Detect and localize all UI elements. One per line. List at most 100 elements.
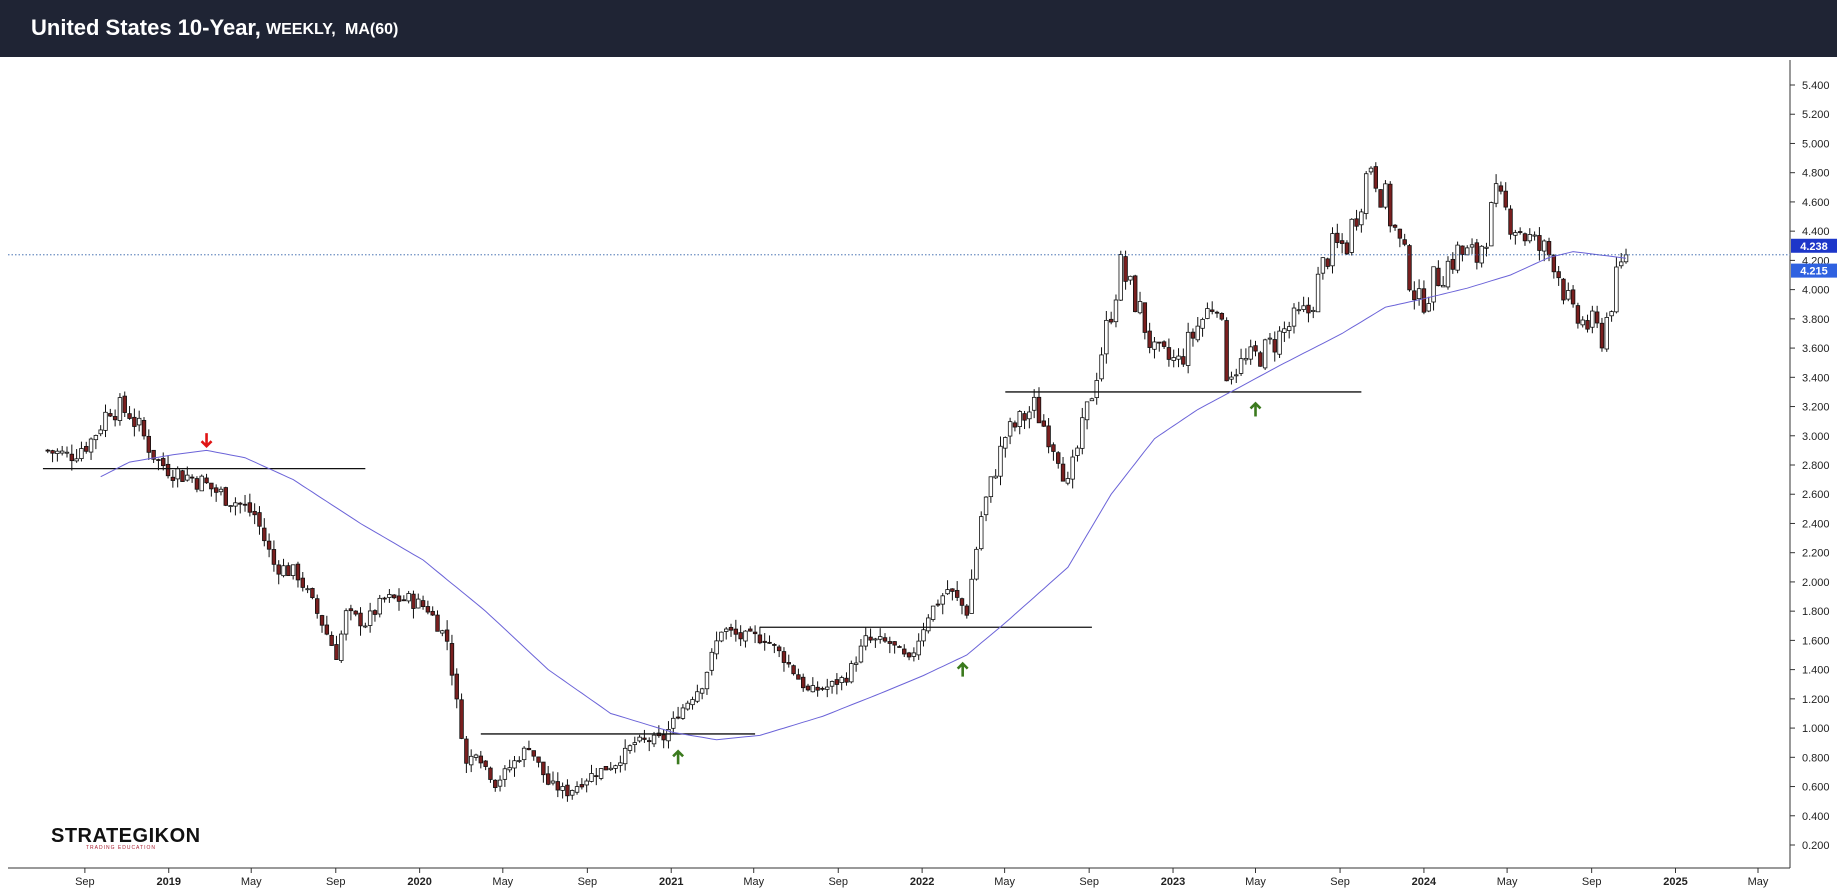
candle-body: [632, 742, 637, 745]
candle-body: [1436, 267, 1441, 287]
candle-body: [1070, 456, 1075, 480]
candle-body: [295, 563, 301, 581]
candle-body: [695, 691, 700, 702]
candle-body: [954, 590, 960, 598]
candle-body: [228, 505, 233, 507]
candle-body: [521, 747, 527, 761]
candle-body: [1094, 380, 1099, 398]
candle-body: [1258, 352, 1263, 367]
y-tick-label: 4.800: [1802, 168, 1830, 180]
candle-body: [1614, 266, 1619, 313]
candle-body: [560, 786, 565, 791]
candle-body: [1325, 258, 1330, 267]
candle-body: [902, 648, 907, 655]
candle-body: [1474, 242, 1480, 263]
candle-body: [603, 766, 609, 771]
candle-body: [50, 450, 55, 454]
price-chart[interactable]: 0.200 0.400 0.600 0.800 1.000 1.200 1.400 1.600…: [0, 57, 1837, 892]
candle-body: [1171, 357, 1176, 361]
candle-body: [815, 686, 820, 691]
candle-body: [454, 673, 459, 700]
candle-body: [988, 476, 994, 498]
candle-body: [93, 435, 99, 441]
candle-body: [618, 762, 623, 766]
candle-body: [199, 475, 204, 492]
x-tick-label: 2021: [659, 876, 683, 888]
candle-body: [1007, 421, 1013, 437]
candle-body: [1522, 233, 1528, 242]
candle-body: [497, 779, 503, 787]
candle-body: [1205, 308, 1210, 319]
candle-body: [1118, 254, 1123, 301]
candle-body: [1344, 242, 1350, 255]
candle-body: [550, 780, 556, 784]
candle-body: [310, 588, 315, 598]
candle-body: [449, 643, 455, 676]
candle-body: [786, 662, 791, 665]
candle-body: [1277, 330, 1282, 355]
candle-body: [493, 779, 498, 788]
candle-body: [517, 760, 522, 762]
candle-body: [324, 624, 330, 635]
candle-body: [1407, 245, 1412, 291]
candle-body: [584, 780, 589, 786]
candle-body: [704, 671, 710, 690]
candle-body: [993, 475, 998, 479]
candle-body: [425, 606, 431, 613]
candle-body: [209, 482, 214, 490]
candle-body: [218, 488, 224, 493]
candle-body: [69, 453, 75, 462]
candle-body: [194, 478, 200, 490]
candle-body: [1104, 319, 1109, 355]
candle-body: [565, 784, 570, 797]
candle-body: [911, 652, 917, 657]
candle-body: [55, 450, 60, 454]
candle-body: [1099, 354, 1104, 380]
candle-body: [1176, 355, 1181, 360]
y-tick-label: 4.400: [1802, 226, 1830, 238]
candle-body: [834, 679, 840, 685]
candle-body: [801, 676, 806, 689]
candle-body: [719, 631, 724, 642]
candle-body: [247, 502, 253, 513]
candle-body: [748, 628, 753, 632]
x-tick-label: May: [1497, 876, 1518, 888]
candle-body: [136, 417, 142, 426]
candle-body: [1402, 239, 1407, 245]
indicator-label: MA(60): [345, 21, 399, 38]
candle-body: [1330, 233, 1335, 267]
candle-body: [185, 474, 190, 481]
candle-body: [98, 429, 103, 435]
candle-body: [979, 516, 984, 550]
candle-body: [1253, 345, 1258, 352]
candle-body: [849, 663, 854, 683]
candle-body: [406, 593, 411, 602]
candle-body: [1542, 240, 1547, 252]
candle-body: [671, 717, 676, 729]
candle-body: [1296, 309, 1302, 312]
chart-header: United States 10-Year, WEEKLY, MA(60): [0, 0, 1837, 57]
candle-body: [1137, 301, 1143, 314]
candle-body: [1195, 325, 1200, 341]
candle-body: [709, 651, 714, 671]
candle-body: [117, 397, 123, 421]
candle-body: [1426, 303, 1431, 312]
x-tick-label: May: [241, 876, 262, 888]
candle-body: [473, 754, 479, 758]
interval-label: WEEKLY,: [266, 21, 336, 38]
candle-body: [1152, 341, 1157, 350]
candle-body: [627, 745, 633, 751]
candle-body: [252, 510, 257, 516]
candle-body: [1190, 331, 1196, 339]
candle-body: [930, 605, 936, 620]
candle-body: [935, 603, 941, 606]
x-tick-label: Sep: [1330, 876, 1350, 888]
candle-body: [666, 728, 671, 742]
candle-body: [1585, 320, 1590, 330]
candle-body: [1022, 413, 1027, 421]
ma-value-tag-bg: [1791, 263, 1837, 278]
candle-body: [964, 605, 970, 616]
candle-body: [343, 610, 349, 635]
candle-body: [79, 448, 84, 459]
candle-body: [396, 595, 402, 602]
